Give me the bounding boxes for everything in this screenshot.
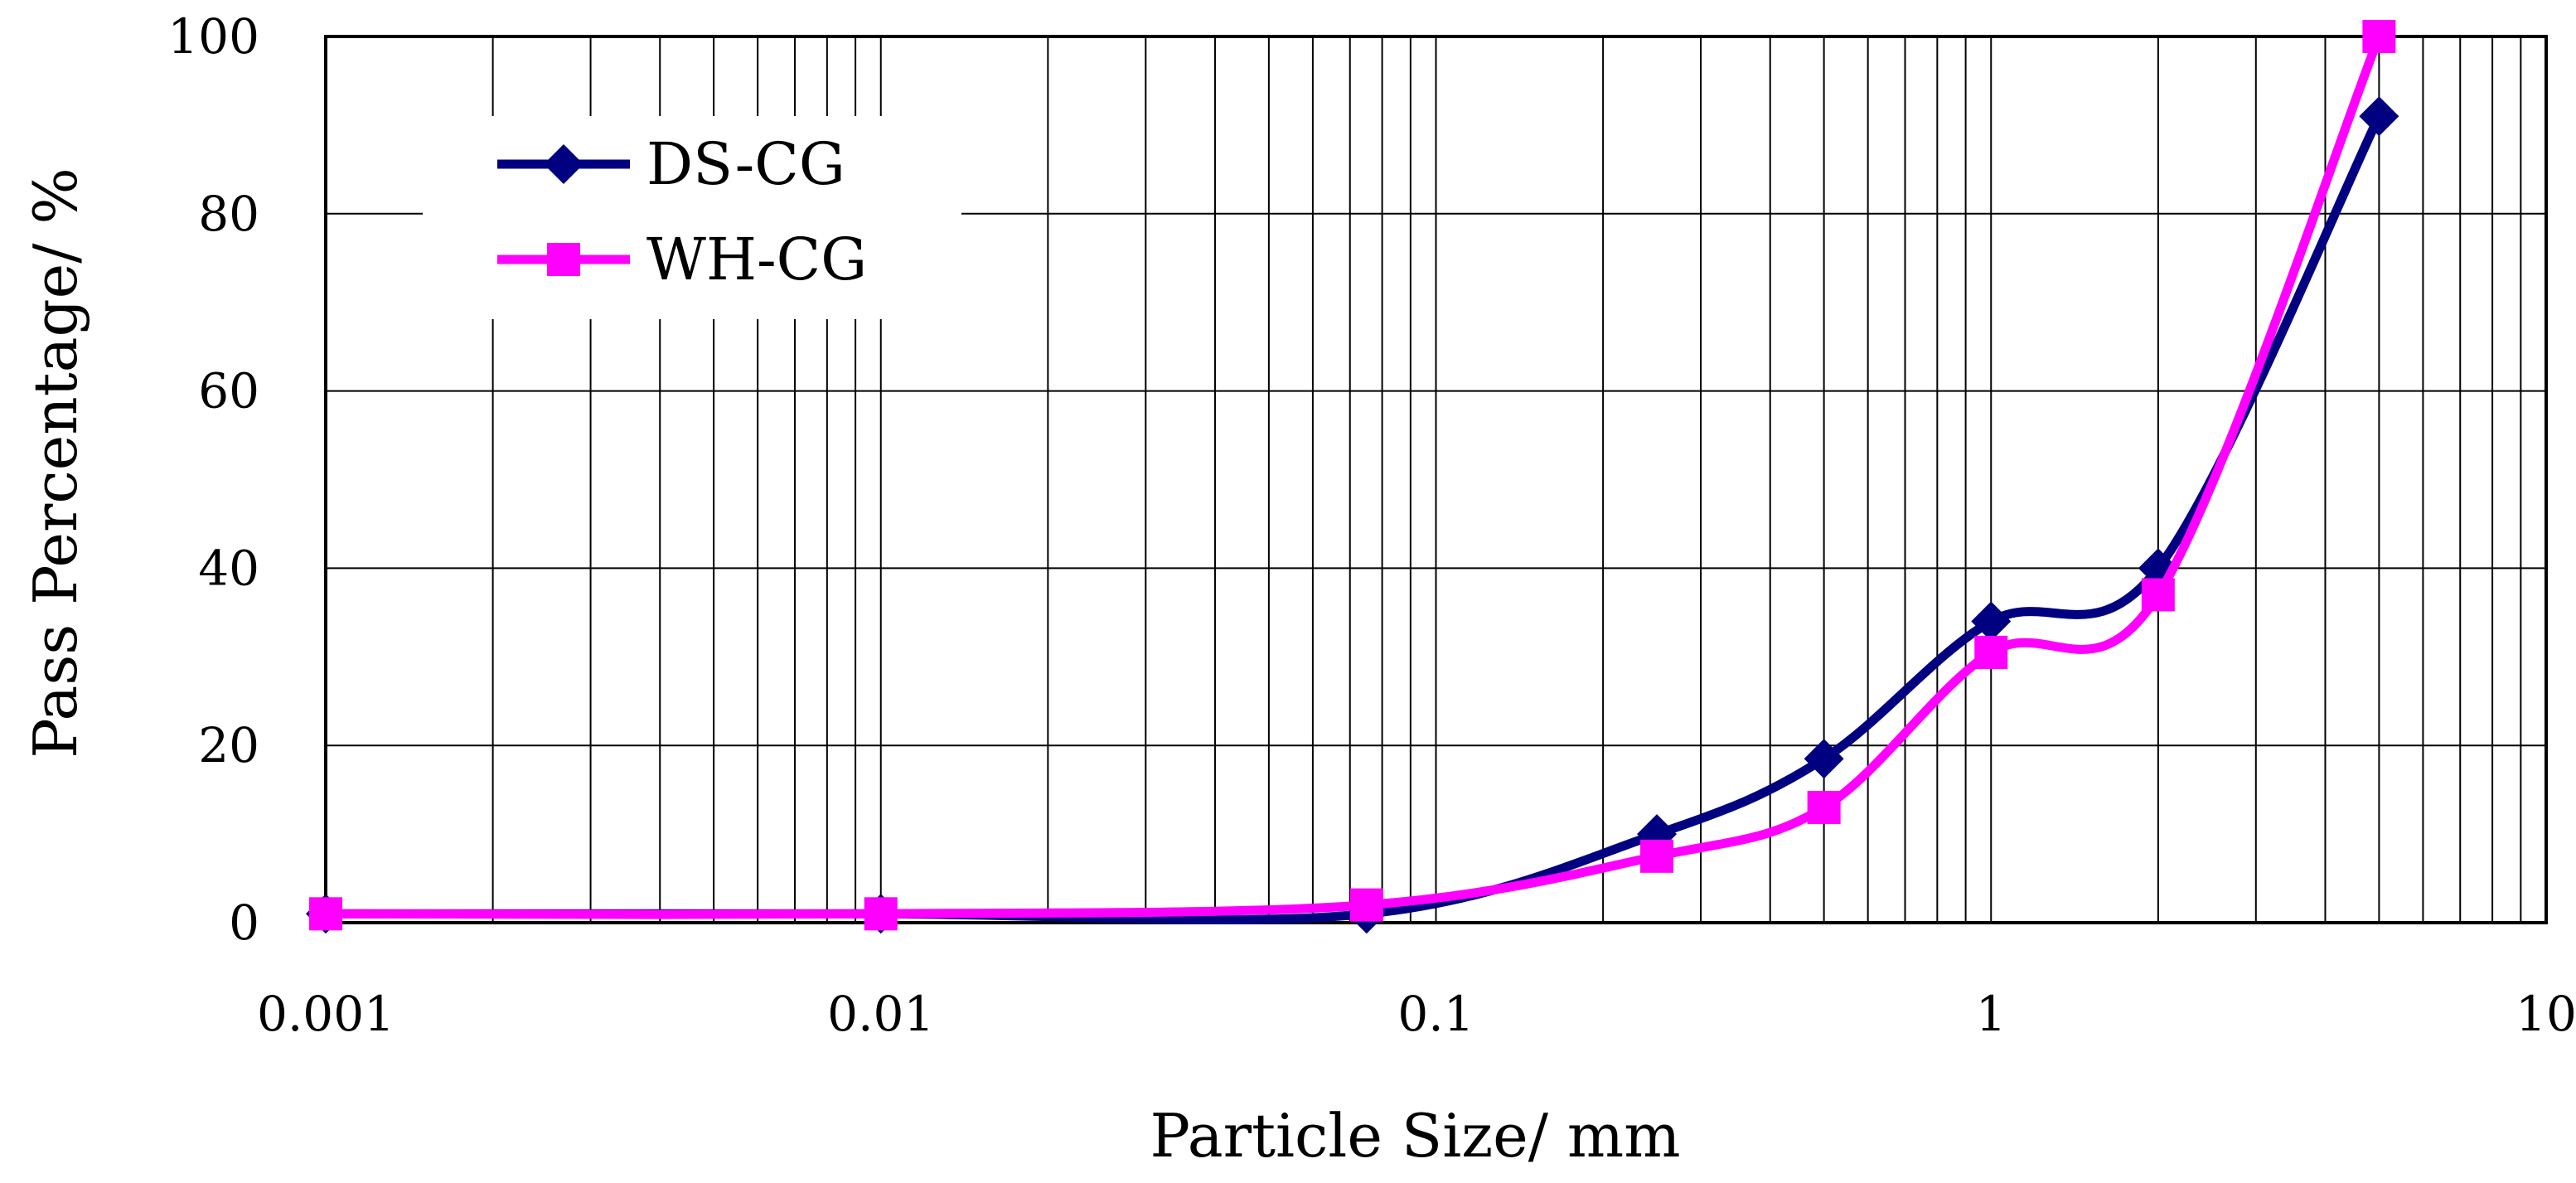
- data-point-wh-cg: [1807, 791, 1841, 825]
- x-tick-label: 0.001: [257, 986, 395, 1042]
- y-tick-label: 20: [198, 717, 259, 773]
- data-point-wh-cg: [1349, 888, 1383, 922]
- legend-label: WH-CG: [646, 225, 867, 293]
- x-tick-label: 1: [1976, 986, 2007, 1042]
- data-point-wh-cg: [2362, 20, 2396, 53]
- axes-layer: 0 20 40 60 80 100 0.001 0.01 0.1 1 10: [167, 8, 2576, 1042]
- legend-label: DS-CG: [646, 130, 845, 198]
- y-tick-label: 100: [167, 8, 259, 65]
- legend-item-wh-cg: WH-CG: [497, 225, 867, 293]
- data-point-ds-cg: [1971, 601, 2012, 642]
- plot-frame: [324, 35, 2548, 924]
- legend-box: [423, 116, 961, 319]
- data-point-ds-cg: [1804, 739, 1844, 779]
- data-point-wh-cg: [864, 897, 898, 931]
- data-point-wh-cg: [1640, 839, 1674, 873]
- legend-marker: [544, 144, 583, 184]
- legend-marker: [547, 243, 580, 276]
- y-tick-label: 40: [198, 540, 259, 596]
- x-tick-label: 0.1: [1397, 986, 1474, 1042]
- y-axis-title: Pass Percentage/ %: [21, 167, 90, 759]
- data-point-ds-cg: [2359, 96, 2399, 137]
- y-tick-label: 60: [198, 363, 259, 419]
- x-tick-label: 0.01: [827, 986, 934, 1042]
- data-point-wh-cg: [2141, 578, 2175, 612]
- legend-item-ds-cg: DS-CG: [497, 130, 845, 198]
- data-point-wh-cg: [309, 897, 342, 931]
- x-axis-title: Particle Size/ mm: [1150, 1101, 1681, 1171]
- x-tick-label: 10: [2515, 986, 2576, 1042]
- label-layer: Particle Size/ mm Pass Percentage/ %: [21, 167, 1680, 1171]
- legend: DS-CG WH-CG: [423, 116, 961, 319]
- series-layer: [306, 20, 2399, 934]
- y-tick-label: 80: [198, 186, 259, 242]
- series-wh-cg: [309, 20, 2396, 931]
- data-point-wh-cg: [1974, 635, 2008, 669]
- y-tick-label: 0: [229, 895, 259, 951]
